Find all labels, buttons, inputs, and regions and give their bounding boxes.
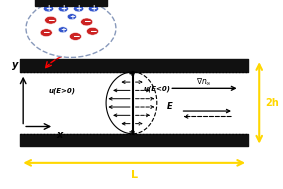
Text: −: −	[47, 16, 54, 25]
Circle shape	[88, 5, 98, 12]
Text: u(E<0): u(E<0)	[144, 85, 171, 92]
Text: L: L	[131, 170, 138, 180]
Text: y: y	[12, 60, 18, 70]
Text: +: +	[45, 4, 52, 13]
Text: −: −	[89, 27, 96, 36]
Circle shape	[58, 5, 68, 12]
Circle shape	[58, 27, 68, 33]
Text: +: +	[60, 4, 67, 13]
Text: 2h: 2h	[265, 98, 278, 108]
Text: −: −	[42, 28, 50, 37]
Text: u(E>0): u(E>0)	[48, 87, 76, 94]
Circle shape	[87, 27, 98, 35]
Circle shape	[81, 18, 93, 26]
Text: +: +	[76, 4, 82, 13]
Circle shape	[67, 14, 76, 20]
Circle shape	[26, 0, 116, 57]
Text: +: +	[69, 14, 75, 20]
Text: +: +	[60, 27, 66, 33]
Text: E: E	[166, 102, 172, 111]
Circle shape	[73, 5, 84, 12]
Text: −: −	[72, 32, 79, 41]
Circle shape	[69, 33, 82, 40]
Circle shape	[45, 16, 57, 24]
Text: x: x	[57, 130, 63, 140]
Circle shape	[43, 5, 54, 12]
Text: −: −	[83, 17, 91, 26]
Text: +: +	[90, 4, 97, 13]
Bar	[35, 0, 107, 6]
Circle shape	[40, 29, 52, 37]
Text: $\nabla n_\infty$: $\nabla n_\infty$	[196, 76, 212, 87]
